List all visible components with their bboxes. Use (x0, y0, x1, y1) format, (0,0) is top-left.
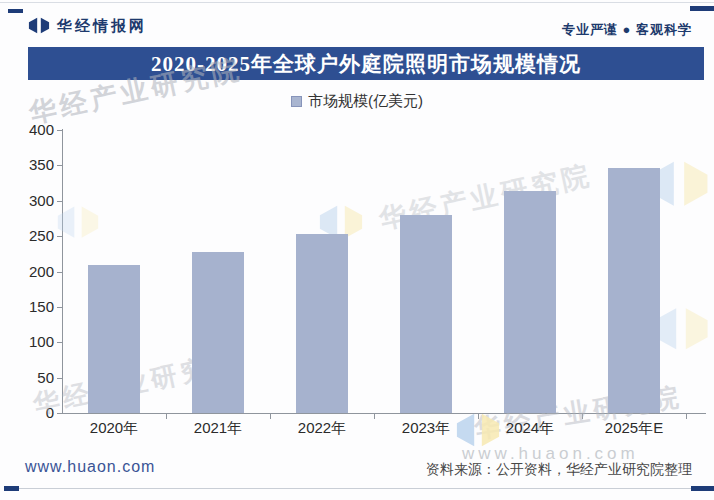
brand-row: 华经情报网 (28, 16, 147, 36)
brand-name: 华经情报网 (57, 17, 147, 36)
x-tick-label: 2021年 (166, 419, 270, 438)
y-tick-label: 150 (0, 298, 54, 315)
x-axis-labels: 2020年2021年2022年2023年2024年2025年E (62, 419, 686, 438)
y-tick-label: 250 (0, 227, 54, 244)
bar (504, 191, 556, 413)
bar (192, 252, 244, 413)
bar (296, 234, 348, 413)
bar (608, 168, 660, 414)
top-divider (0, 2, 714, 3)
footer-divider (5, 488, 714, 489)
y-tick-label: 100 (0, 333, 54, 350)
x-tick-mark (686, 414, 687, 419)
x-tick-label: 2025年E (582, 419, 686, 438)
corner-dash-bottom-left (4, 486, 19, 491)
corner-dash-top-left (8, 9, 23, 13)
header-tagline: 专业严谨 ● 客观科学 (562, 21, 692, 39)
x-tick-label: 2020年 (62, 419, 166, 438)
y-tick-label: 200 (0, 263, 54, 280)
huajing-book-logo-icon (28, 16, 50, 36)
infographic-page: 华经情报网 专业严谨 ● 客观科学 2020-2025年全球户外庭院照明市场规模… (0, 0, 714, 500)
bar (88, 265, 140, 413)
x-tick-label: 2024年 (478, 419, 582, 438)
y-tick-label: 50 (0, 369, 54, 386)
y-tick-label: 350 (0, 156, 54, 173)
x-tick-label: 2023年 (374, 419, 478, 438)
corner-dash-top-right (690, 6, 714, 11)
legend-marker-icon (291, 96, 302, 107)
footer-source-note: 资料来源：公开资料，华经产业研究院整理 (426, 461, 692, 479)
bar-series (62, 130, 686, 413)
x-tick-label: 2022年 (270, 419, 374, 438)
y-tick-label: 300 (0, 192, 54, 209)
legend-label: 市场规模(亿美元) (308, 92, 423, 111)
corner-dash-bottom-right (691, 486, 714, 491)
bar (400, 215, 452, 413)
footer-site-link[interactable]: www.huaon.com (25, 458, 155, 476)
